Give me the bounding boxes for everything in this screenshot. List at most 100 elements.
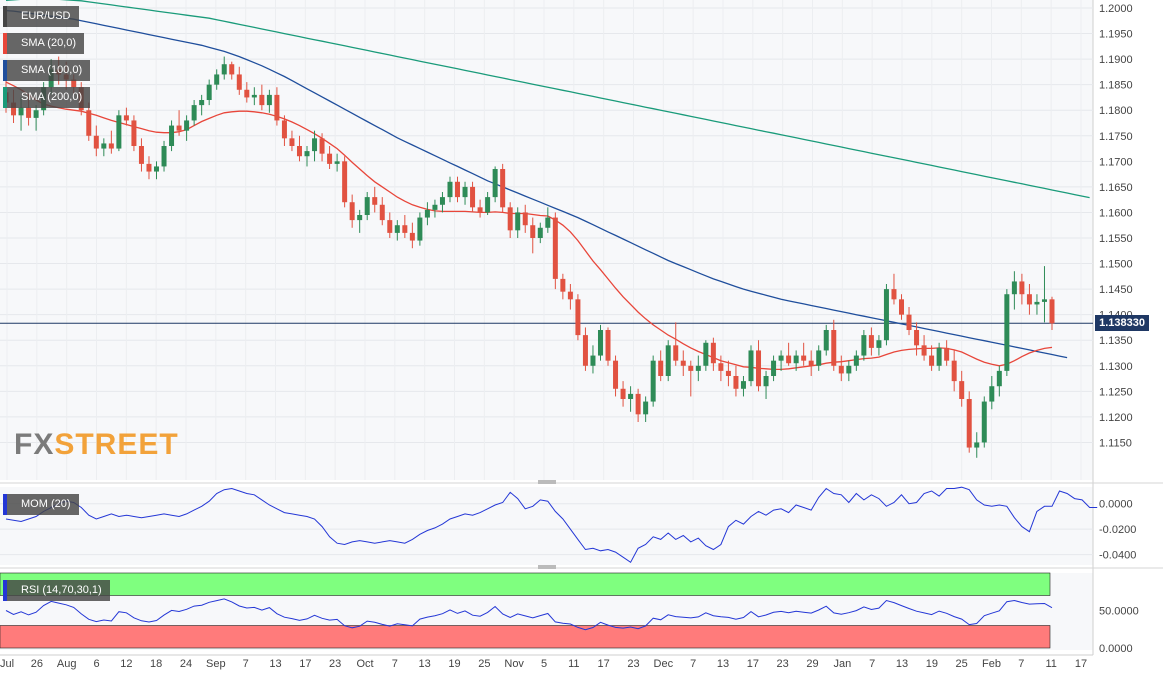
candle-body (966, 399, 972, 448)
candle (1049, 296, 1055, 330)
candle-body (334, 161, 340, 164)
candle (756, 340, 762, 392)
candle-body (274, 94, 280, 121)
candle (673, 322, 679, 366)
candle (545, 207, 551, 233)
time-tick-label: 19 (926, 658, 938, 670)
candle-body (883, 289, 889, 341)
candle (665, 340, 671, 382)
candle (703, 340, 709, 371)
sma100-legend[interactable]: SMA (100,0) (3, 60, 91, 81)
price-tick-label: 1.1950 (1099, 29, 1133, 41)
candle (1011, 271, 1017, 310)
candle-body (733, 376, 739, 389)
candle-body (507, 207, 513, 231)
momentum-panel (0, 486, 1098, 564)
candle (161, 140, 167, 172)
time-axis: Jul 26 Aug 6 12 18 24 Sep 7 13 17 23 Oct 7 13 19 25 Nov 5 1… (0, 658, 1087, 670)
candle (409, 222, 415, 249)
rsi-legend[interactable]: RSI (14,70,30,1) (3, 580, 110, 601)
candle-body (951, 360, 957, 382)
candle (312, 130, 318, 162)
candle-body (650, 360, 656, 402)
candle (748, 345, 754, 387)
time-tick-label: Nov (504, 658, 524, 670)
candle (251, 87, 257, 106)
candle (146, 156, 152, 180)
price-tick-label: 1.1500 (1099, 259, 1133, 271)
candle (515, 207, 521, 238)
candle (883, 284, 889, 346)
candle (628, 386, 634, 412)
candle (500, 163, 506, 213)
candle-body (26, 107, 32, 118)
price-tick-label: 1.1850 (1099, 80, 1133, 92)
candle (349, 194, 355, 228)
candle-body (86, 110, 92, 136)
candle-body (18, 107, 24, 116)
price-tick-label: 1.1450 (1099, 284, 1133, 296)
time-tick-label: 17 (598, 658, 610, 670)
candle (808, 350, 814, 376)
candle (876, 335, 882, 356)
mom-tick-label: 0.0000 (1099, 499, 1133, 511)
candle (138, 138, 144, 172)
candle (214, 69, 220, 90)
candle-body (394, 225, 400, 233)
candle (981, 396, 987, 448)
candle-body (11, 102, 17, 116)
candle-body (236, 74, 242, 90)
candle (590, 345, 596, 374)
candle-body (1019, 281, 1025, 295)
candle-body (823, 330, 829, 351)
candle-body (582, 335, 588, 366)
mom-legend[interactable]: MOM (20) (3, 494, 79, 515)
candle-body (861, 335, 867, 356)
candle-body (154, 166, 160, 172)
candle-body (71, 79, 77, 88)
candle (281, 115, 287, 146)
candle (951, 350, 957, 392)
candle-body (786, 355, 792, 364)
candle-body (838, 365, 844, 374)
candle-body (319, 138, 325, 154)
candle-body (898, 299, 904, 315)
candle-body (996, 370, 1002, 387)
candle (936, 342, 942, 371)
candle-body (387, 220, 393, 233)
candle-body (485, 197, 491, 213)
candle-body (846, 365, 852, 374)
candle (620, 381, 626, 407)
candle (123, 107, 129, 126)
candle (289, 130, 295, 152)
candle-body (214, 74, 220, 85)
candle-body (921, 345, 927, 356)
price-tick-label: 1.1600 (1099, 207, 1133, 219)
candle-body (537, 227, 543, 238)
candle (492, 166, 498, 203)
candle-body (169, 125, 175, 146)
candle-body (304, 151, 310, 157)
candle (1034, 294, 1040, 315)
candle (206, 79, 212, 106)
candle-body (552, 217, 558, 279)
candle-body (710, 342, 716, 364)
candle-body (138, 146, 144, 164)
rsi-tick-label: 50.0000 (1099, 606, 1139, 618)
sma20-legend[interactable]: SMA (20,0) (3, 33, 85, 54)
candle-body (831, 330, 837, 366)
price-tick-label: 1.1150 (1099, 437, 1132, 449)
time-tick-label: 13 (896, 658, 908, 670)
candle-body (1011, 281, 1017, 295)
candle-body (191, 105, 197, 121)
candle-body (266, 94, 272, 106)
candle (93, 125, 99, 157)
candle-body (432, 204, 438, 210)
candle (236, 66, 242, 95)
sma200-legend[interactable]: SMA (200,0) (3, 87, 91, 108)
candle-body (560, 278, 566, 292)
candle (439, 192, 445, 213)
time-tick-label: 23 (777, 658, 789, 670)
candle (304, 146, 310, 167)
